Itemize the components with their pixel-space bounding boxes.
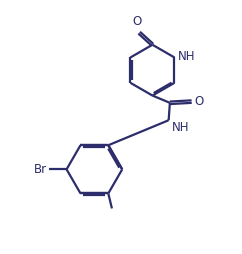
Text: NH: NH bbox=[178, 50, 195, 63]
Text: O: O bbox=[133, 15, 142, 28]
Text: Br: Br bbox=[34, 163, 47, 176]
Text: O: O bbox=[194, 95, 203, 108]
Text: NH: NH bbox=[172, 121, 189, 134]
